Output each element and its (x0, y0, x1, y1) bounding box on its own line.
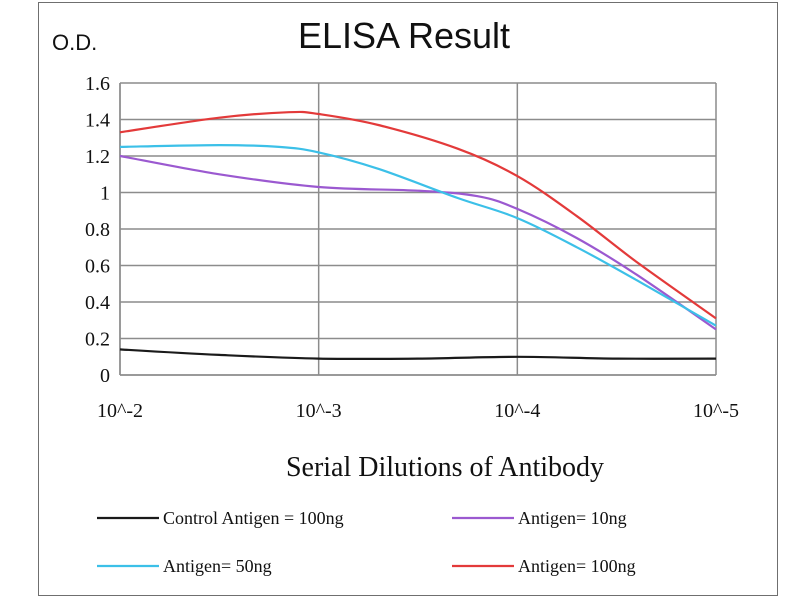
tick-labels: 0 0.2 0.4 0.6 0.8 1 1.2 1.4 1.6 10^-2 10^-3 10^-4 10… (85, 73, 739, 422)
legend-entry: Antigen= 100ng (452, 556, 636, 576)
legend: Control Antigen = 100ng Antigen= 10ng Anti… (97, 508, 636, 576)
y-tick-label: 0.8 (85, 219, 110, 241)
legend-entry: Antigen= 50ng (97, 556, 272, 576)
series-control-100ng-line (119, 348, 717, 361)
x-tick-label: 10^-3 (296, 400, 342, 422)
series-antigen-50ng-line (119, 143, 717, 327)
chart-frame (38, 2, 778, 596)
chart-title: ELISA Result (298, 15, 510, 56)
y-axis-label: O.D. (52, 30, 97, 55)
legend-entry: Control Antigen = 100ng (97, 508, 344, 528)
y-tick-label: 1.6 (85, 73, 110, 95)
y-tick-label: 0.6 (85, 256, 110, 278)
legend-label: Antigen= 10ng (518, 508, 627, 528)
legend-entry: Antigen= 10ng (452, 508, 627, 528)
series-lines (119, 110, 717, 361)
y-tick-label: 0.4 (85, 292, 110, 314)
x-tick-label: 10^-4 (494, 400, 540, 422)
legend-label: Antigen= 50ng (163, 556, 272, 576)
y-tick-label: 0.2 (85, 329, 110, 351)
x-tick-label: 10^-2 (97, 400, 143, 422)
series-antigen-100ng-line (119, 110, 717, 320)
y-tick-label: 1 (100, 183, 110, 205)
y-tick-label: 1.4 (85, 110, 110, 132)
legend-label: Antigen= 100ng (518, 556, 636, 576)
y-tick-label: 1.2 (85, 146, 110, 168)
x-axis-label: Serial Dilutions of Antibody (286, 452, 604, 483)
grid (119, 82, 717, 376)
legend-label: Control Antigen = 100ng (163, 508, 344, 528)
y-tick-label: 0 (100, 365, 110, 387)
x-tick-label: 10^-5 (693, 400, 739, 422)
series-antigen-10ng-line (119, 154, 717, 331)
